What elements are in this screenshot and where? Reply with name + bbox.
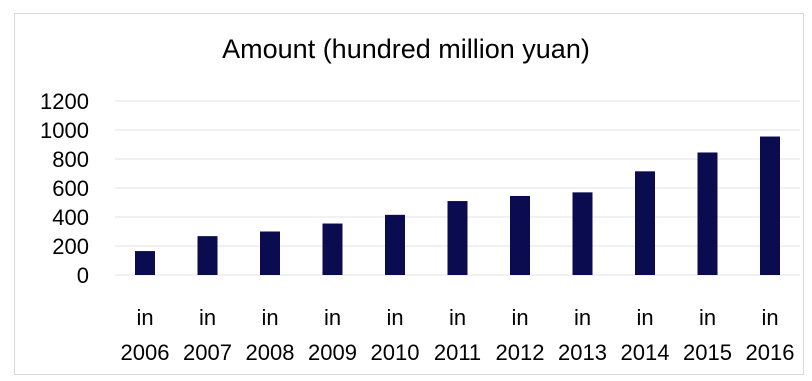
x-tick-label: in 2015	[683, 305, 732, 365]
x-axis: in 2006 in 2007 in 2008 in 2009 in 2010 in 2011 in 20…	[121, 305, 795, 365]
bar	[635, 171, 655, 275]
bar	[510, 195, 530, 275]
bars	[135, 136, 780, 275]
x-tick-label: in 2011	[434, 305, 481, 365]
x-tick-label: in 2013	[558, 305, 607, 365]
x-tick-label: in 2014	[621, 305, 670, 365]
x-tick-label: in 2010	[371, 305, 420, 365]
x-tick-label: in 2009	[308, 305, 357, 365]
bar	[697, 152, 718, 275]
y-tick-label: 200	[52, 234, 89, 259]
y-tick-label: 1000	[40, 118, 89, 143]
y-tick-label: 1200	[40, 89, 89, 114]
bar	[760, 136, 780, 275]
y-tick-label: 0	[77, 263, 89, 288]
x-tick-label: in 2016	[746, 305, 795, 365]
bar	[572, 192, 593, 275]
y-tick-label: 400	[52, 205, 89, 230]
x-tick-label: in 2012	[496, 305, 545, 365]
bar	[260, 231, 280, 275]
x-tick-label: in 2007	[183, 305, 232, 365]
y-axis: 0 200 400 600 800 1000 1200	[40, 89, 89, 288]
y-tick-label: 800	[52, 147, 89, 172]
chart-frame	[14, 13, 804, 375]
chart-title: Amount (hundred million yuan)	[222, 34, 590, 64]
bar	[447, 201, 468, 275]
x-tick-label: in 2006	[121, 305, 170, 365]
y-tick-label: 600	[52, 176, 89, 201]
bar	[197, 236, 218, 275]
bar	[385, 214, 405, 275]
bar	[322, 223, 343, 275]
x-tick-label: in 2008	[246, 305, 295, 365]
bar	[135, 251, 155, 275]
